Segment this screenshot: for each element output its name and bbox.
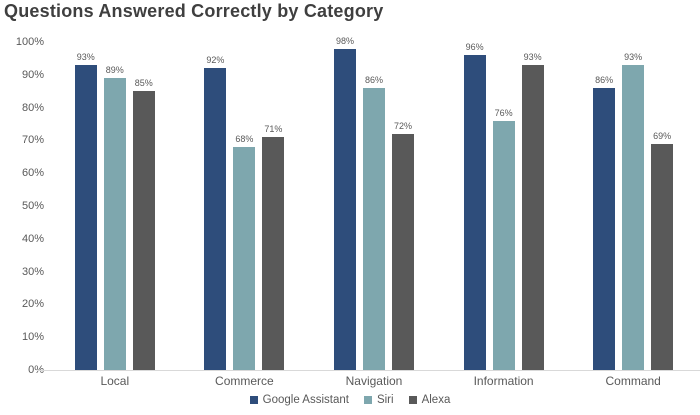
chart-title: Questions Answered Correctly by Category <box>4 1 384 21</box>
y-tick-label: 10% <box>21 331 44 344</box>
legend-swatch-icon <box>249 396 258 404</box>
legend-label: Siri <box>376 394 394 406</box>
y-tick-label: 70% <box>21 134 44 147</box>
bar-value-label: 85% <box>134 78 153 89</box>
y-tick-label: 30% <box>21 265 44 278</box>
bar-google-assistant <box>74 64 97 370</box>
legend-swatch-icon <box>408 396 417 404</box>
bar-siri <box>233 146 256 370</box>
bar-value-label: 76% <box>494 107 513 118</box>
plot-area: 93% 89% 85% 92% 68% 71% 98% 86% 72% 96% 76% 93% 86% 9… <box>50 36 698 370</box>
bar-siri <box>622 64 645 370</box>
legend-label: Alexa <box>421 394 451 406</box>
legend-swatch-icon <box>363 396 372 404</box>
y-tick-label: 80% <box>21 101 44 114</box>
y-tick-label: 60% <box>21 167 44 180</box>
bar-value-label: 93% <box>624 51 643 62</box>
bar-value-label: 93% <box>76 51 95 62</box>
bar-column: 69% <box>651 130 674 370</box>
legend: Google Assistant Siri Alexa <box>0 394 700 406</box>
y-tick-label: 0% <box>28 364 44 376</box>
bar-value-label: 69% <box>653 130 672 141</box>
bar-value-label: 98% <box>335 35 354 46</box>
bar-column: 96% <box>463 42 486 370</box>
legend-item-alexa: Alexa <box>408 394 451 406</box>
bar-value-label: 89% <box>105 65 124 76</box>
bar-column: 93% <box>622 51 645 370</box>
bar-alexa <box>262 137 285 370</box>
bar-siri <box>492 120 515 370</box>
x-category-label: Information <box>473 374 534 388</box>
bar-value-label: 86% <box>364 74 383 85</box>
bar-column: 92% <box>204 55 227 370</box>
bar-value-label: 92% <box>206 55 225 66</box>
bar-alexa <box>132 91 155 370</box>
bar-alexa <box>651 143 674 370</box>
bar-google-assistant <box>204 68 227 370</box>
x-category-label: Command <box>605 374 661 388</box>
y-tick-label: 90% <box>21 68 44 81</box>
x-axis-baseline <box>38 370 700 371</box>
bar-siri <box>362 87 385 370</box>
x-category-label: Navigation <box>345 374 403 388</box>
bar-alexa <box>521 64 544 370</box>
legend-item-siri: Siri <box>363 394 394 406</box>
y-tick-label: 20% <box>21 298 44 311</box>
bar-column: 89% <box>103 65 126 370</box>
bar-value-label: 72% <box>393 120 412 131</box>
bar-group-navigation: 98% 86% 72% <box>309 36 439 370</box>
bar-column: 72% <box>391 120 414 370</box>
legend-item-google-assistant: Google Assistant <box>249 394 349 406</box>
bar-value-label: 96% <box>465 42 484 53</box>
bar-google-assistant <box>333 48 356 370</box>
bar-google-assistant <box>463 55 486 370</box>
y-axis: 0% 10% 20% 30% 40% 50% 60% 70% 80% 90% 100% <box>0 36 46 376</box>
bar-column: 93% <box>521 51 544 370</box>
bar-alexa <box>391 133 414 370</box>
bar-group-command: 86% 93% 69% <box>568 42 698 370</box>
y-tick-label: 50% <box>21 200 44 212</box>
y-tick-label: 40% <box>21 232 44 245</box>
x-category-label: Commerce <box>215 374 274 388</box>
bar-column: 93% <box>74 51 97 370</box>
y-tick-label: 100% <box>15 36 44 48</box>
bar-column: 85% <box>132 78 155 370</box>
bar-siri <box>103 78 126 370</box>
bar-value-label: 71% <box>264 124 283 135</box>
bar-value-label: 68% <box>235 133 254 144</box>
bar-column: 86% <box>593 74 616 370</box>
bar-group-local: 93% 89% 85% <box>50 42 180 370</box>
bar-column: 68% <box>233 133 256 370</box>
bar-column: 76% <box>492 107 515 370</box>
bar-value-label: 93% <box>523 51 542 62</box>
bar-column: 71% <box>262 124 285 370</box>
bar-column: 98% <box>333 35 356 370</box>
bar-column: 86% <box>362 74 385 370</box>
bar-group-information: 96% 76% 93% <box>439 42 569 370</box>
x-axis-labels: Local Commerce Navigation Information Comman… <box>50 374 698 388</box>
bar-google-assistant <box>593 87 616 370</box>
x-category-label: Local <box>100 374 130 388</box>
legend-label: Google Assistant <box>262 394 349 406</box>
bar-value-label: 86% <box>595 74 614 85</box>
bar-group-commerce: 92% 68% 71% <box>180 42 310 370</box>
